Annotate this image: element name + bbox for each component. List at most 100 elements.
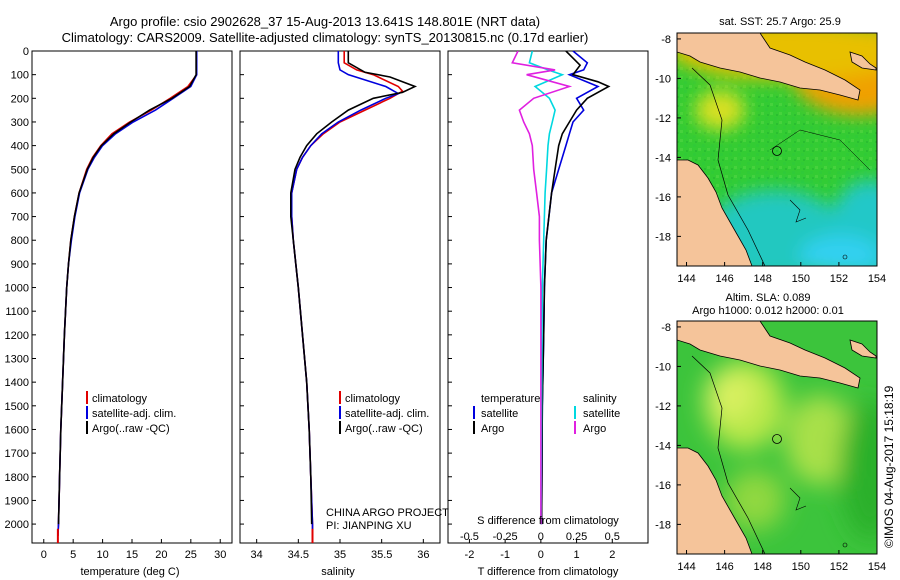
salinity-series — [289, 51, 418, 536]
legend-header-temperature: temperature — [481, 393, 540, 405]
salinity-xlabel: salinity — [321, 566, 355, 578]
depth-tick-label: 1700 — [5, 448, 29, 460]
sla-map-ytick-label: -18 — [655, 519, 671, 531]
depth-tick-label: 1600 — [5, 424, 29, 436]
depth-tick-label: 2000 — [5, 519, 29, 531]
depth-tick-label: 700 — [11, 212, 29, 224]
sst-map-xtick-label: 152 — [830, 273, 848, 285]
depth-tick-label: 1100 — [5, 306, 29, 318]
difference-line-salinity-argo — [511, 51, 573, 525]
title-line-2: Climatology: CARS2009. Satellite-adjuste… — [61, 30, 589, 45]
sst-map-ytick-label: -12 — [655, 113, 671, 125]
depth-tick-label: 900 — [11, 259, 29, 271]
sla-map-ytick-label: -12 — [655, 401, 671, 413]
depth-tick-label: 1000 — [5, 283, 29, 295]
temperature-line-argo-raw-qc- — [57, 51, 197, 525]
sal-diff-tick-label: 0.5 — [605, 531, 620, 543]
sst-map-ytick-label: -18 — [655, 231, 671, 243]
legend-satellite: satellite-adj. clim. — [92, 408, 176, 420]
sla-map-xtick-label: 144 — [677, 561, 695, 573]
difference-legend: temperature salinity satellite Argo sate… — [473, 393, 620, 435]
temperature-xtick-label: 30 — [214, 549, 226, 561]
difference-xtick-label: 0 — [538, 549, 544, 561]
depth-tick-label: 800 — [11, 235, 29, 247]
sst-map-ytick-label: -10 — [655, 73, 671, 85]
sst-map-ytick-label: -16 — [655, 192, 671, 204]
salinity-xtick-label: 34.5 — [288, 549, 309, 561]
sla-map-ytick-label: -16 — [655, 480, 671, 492]
sla-map-title: Altim. SLA: 0.089 — [726, 292, 811, 304]
salinity-frame — [239, 50, 441, 544]
temperature-legend: climatology satellite-adj. clim. Argo(..… — [86, 391, 176, 435]
temperature-xtick-label: 15 — [126, 549, 138, 561]
temperature-xlabel: temperature (deg C) — [80, 566, 179, 578]
depth-tick-label: 1500 — [5, 401, 29, 413]
salinity-xtick-label: 35.5 — [371, 549, 392, 561]
legend-climatology: climatology — [92, 393, 148, 405]
legend-temp-satellite: satellite — [481, 408, 518, 420]
sal-diff-tick-label: -0.25 — [493, 531, 518, 543]
difference-frame — [447, 50, 649, 544]
sla-map-xtick-label: 148 — [754, 561, 772, 573]
sla-map-xtick-label: 146 — [715, 561, 733, 573]
sla-map-xtick-label: 150 — [792, 561, 810, 573]
sst-map-xtick-label: 154 — [868, 273, 886, 285]
salinity-line-climatology — [290, 51, 404, 536]
salinity-xtick-label: 35 — [334, 549, 346, 561]
sst-map-xtick-label: 148 — [754, 273, 772, 285]
sla-map-ytick-label: -14 — [655, 440, 671, 452]
profile-marker — [772, 146, 782, 156]
temperature-panel: 0 100 200 300 400 500 600 700 800 900 1000 1100 1200… — [5, 46, 233, 561]
depth-tick-label: 0 — [23, 46, 29, 58]
difference-xtick-label: -1 — [500, 549, 510, 561]
sst-map-ytick-label: -8 — [661, 34, 671, 46]
sla-map: Altim. SLA: 0.089 Argo h1000: 0.012 h200… — [655, 292, 886, 573]
difference-xlabel-top: S difference from climatology — [477, 515, 619, 527]
temperature-xtick-label: 25 — [185, 549, 197, 561]
difference-series — [511, 51, 611, 525]
depth-tick-label: 1900 — [5, 495, 29, 507]
title-line-1: Argo profile: csio 2902628_37 15-Aug-201… — [109, 14, 541, 29]
sla-map-ytick-label: -8 — [661, 322, 671, 334]
legend-satellite: satellite-adj. clim. — [345, 408, 429, 420]
salinity-xtick-label: 36 — [417, 549, 429, 561]
sst-map-xtick-label: 146 — [715, 273, 733, 285]
legend-header-salinity: salinity — [583, 393, 617, 405]
sal-diff-tick-label: -0.5 — [460, 531, 479, 543]
temperature-xtick-label: 20 — [155, 549, 167, 561]
sst-map-xtick-label: 144 — [677, 273, 695, 285]
depth-tick-label: 400 — [11, 141, 29, 153]
depth-tick-label: 200 — [11, 93, 29, 105]
credit-project: CHINA ARGO PROJECT — [326, 507, 449, 519]
credit-pi: PI: JIANPING XU — [326, 520, 412, 532]
sal-diff-tick-label: 0 — [538, 531, 544, 543]
legend-sal-argo: Argo — [583, 423, 606, 435]
difference-panel: -2 -1 0 1 2 -0.5 -0.25 0 0.25 0.5 — [447, 50, 649, 561]
difference-xlabel: T difference from climatology — [478, 566, 619, 578]
depth-tick-label: 300 — [11, 117, 29, 129]
salinity-xtick-label: 34 — [251, 549, 263, 561]
legend-argo: Argo(..raw -QC) — [345, 423, 423, 435]
sla-map-xtick-label: 154 — [868, 561, 886, 573]
depth-tick-label: 1400 — [5, 377, 29, 389]
difference-xtick-label: 2 — [609, 549, 615, 561]
legend-climatology: climatology — [345, 393, 401, 405]
sal-diff-tick-label: 0.25 — [566, 531, 587, 543]
depth-tick-label: 100 — [11, 70, 29, 82]
difference-xtick-label: 1 — [574, 549, 580, 561]
sst-map-ytick-label: -14 — [655, 152, 671, 164]
temperature-frame — [31, 50, 233, 544]
salinity-legend: climatology satellite-adj. clim. Argo(..… — [339, 391, 429, 435]
sst-map-xtick-label: 150 — [792, 273, 810, 285]
salinity-line-satellite-adj-clim- — [290, 51, 401, 536]
legend-temp-argo: Argo — [481, 423, 504, 435]
sla-map-xtick-label: 152 — [830, 561, 848, 573]
difference-line-salinity-satellite — [528, 51, 565, 525]
temperature-series — [57, 51, 198, 536]
legend-argo: Argo(..raw -QC) — [92, 423, 170, 435]
depth-tick-label: 500 — [11, 164, 29, 176]
difference-xtick-label: -2 — [465, 549, 475, 561]
depth-tick-label: 600 — [11, 188, 29, 200]
depth-tick-label: 1200 — [5, 330, 29, 342]
